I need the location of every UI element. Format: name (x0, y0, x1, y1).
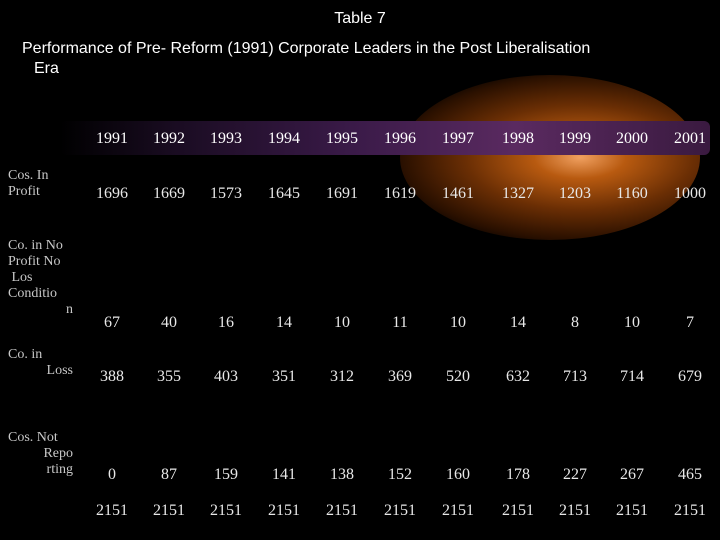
total-cell: 2151 (442, 502, 474, 519)
table-cell: 10 (334, 314, 350, 331)
subtitle-line-2: Era (34, 60, 59, 77)
total-cell: 2151 (326, 502, 358, 519)
table-cell: 1203 (559, 185, 591, 202)
table-cell: 1327 (502, 185, 534, 202)
table-cell: 8 (571, 314, 579, 331)
year-header-1994: 1994 (268, 130, 300, 147)
table-cell: 388 (100, 368, 124, 385)
table-cell: 1696 (96, 185, 128, 202)
row-label: Co. in No Profit No Los Conditio n (8, 238, 73, 318)
table-cell: 679 (678, 368, 702, 385)
year-header-1999: 1999 (559, 130, 591, 147)
table-cell: 403 (214, 368, 238, 385)
table-cell: 14 (276, 314, 292, 331)
table-cell: 355 (157, 368, 181, 385)
year-header-1997: 1997 (442, 130, 474, 147)
table-cell: 1619 (384, 185, 416, 202)
year-header-1991: 1991 (96, 130, 128, 147)
year-header-1992: 1992 (153, 130, 185, 147)
table-cell: 40 (161, 314, 177, 331)
table-cell: 159 (214, 466, 238, 483)
row-label-line: rting (46, 462, 73, 477)
table-cell: 1000 (674, 185, 706, 202)
table-cell: 465 (678, 466, 702, 483)
table-cell: 1461 (442, 185, 474, 202)
total-cell: 2151 (268, 502, 300, 519)
row-label-line: Los (8, 270, 33, 285)
row-label-line: Co. in No (8, 238, 63, 253)
table-cell: 160 (446, 466, 470, 483)
year-header-2001: 2001 (674, 130, 706, 147)
row-label-line: Repo (43, 446, 73, 461)
row-label: Cos. Not Repo rting (8, 430, 73, 478)
table-cell: 178 (506, 466, 530, 483)
row-label-line: Loss (46, 363, 73, 378)
total-cell: 2151 (153, 502, 185, 519)
row-label-line: Cos. In (8, 168, 49, 183)
table-cell: 87 (161, 466, 177, 483)
total-cell: 2151 (616, 502, 648, 519)
table-cell: 351 (272, 368, 296, 385)
year-header-2000: 2000 (616, 130, 648, 147)
table-cell: 10 (624, 314, 640, 331)
row-label-line: n (66, 302, 73, 317)
row-label: Cos. In Profit (8, 168, 73, 200)
table-cell: 1160 (616, 185, 648, 202)
table-cell: 520 (446, 368, 470, 385)
table-cell: 714 (620, 368, 644, 385)
row-label-line: Profit No (8, 254, 61, 269)
year-header-band (60, 121, 710, 155)
table-cell: 312 (330, 368, 354, 385)
year-header-1995: 1995 (326, 130, 358, 147)
table-cell: 67 (104, 314, 120, 331)
total-cell: 2151 (674, 502, 706, 519)
table-cell: 10 (450, 314, 466, 331)
total-cell: 2151 (502, 502, 534, 519)
table-cell: 1669 (153, 185, 185, 202)
year-header-1996: 1996 (384, 130, 416, 147)
table-cell: 632 (506, 368, 530, 385)
slide-subtitle: Performance of Pre- Reform (1991) Corpor… (22, 39, 712, 79)
table-cell: 1691 (326, 185, 358, 202)
table-cell: 713 (563, 368, 587, 385)
table-cell: 141 (272, 466, 296, 483)
table-cell: 1645 (268, 185, 300, 202)
table-cell: 138 (330, 466, 354, 483)
total-cell: 2151 (210, 502, 242, 519)
table-cell: 11 (392, 314, 408, 331)
slide-title: Table 7 (334, 10, 386, 27)
year-header-1993: 1993 (210, 130, 242, 147)
table-cell: 1573 (210, 185, 242, 202)
subtitle-line-1: Performance of Pre- Reform (1991) Corpor… (22, 40, 591, 57)
row-label-line: Profit (8, 184, 40, 199)
row-label-line: Conditio (8, 286, 58, 301)
table-cell: 14 (510, 314, 526, 331)
table-cell: 267 (620, 466, 644, 483)
orange-glow-decoration (400, 75, 700, 240)
table-cell: 0 (108, 466, 116, 483)
year-header-1998: 1998 (502, 130, 534, 147)
table-cell: 152 (388, 466, 412, 483)
table-cell: 16 (218, 314, 234, 331)
total-cell: 2151 (559, 502, 591, 519)
total-cell: 2151 (384, 502, 416, 519)
table-cell: 369 (388, 368, 412, 385)
row-label-line: Co. in (8, 347, 43, 362)
row-label: Co. in Loss (8, 347, 73, 379)
table-cell: 227 (563, 466, 587, 483)
row-label-line: Cos. Not (8, 430, 58, 445)
table-cell: 7 (686, 314, 694, 331)
total-cell: 2151 (96, 502, 128, 519)
